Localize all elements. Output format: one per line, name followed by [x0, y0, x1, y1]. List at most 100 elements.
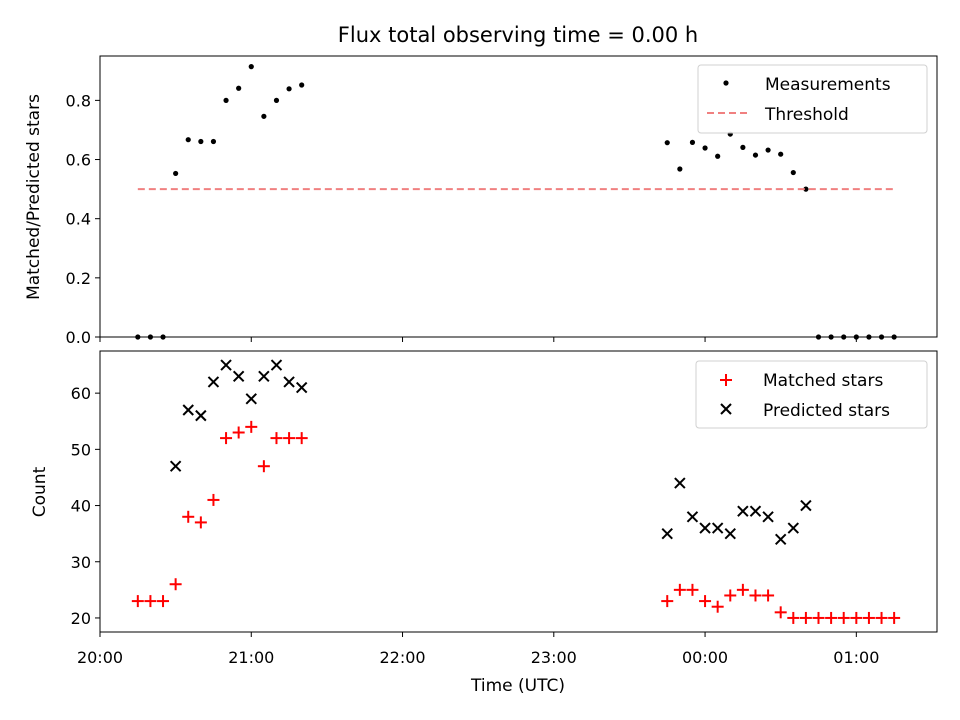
- ytick-label: 20: [71, 609, 91, 628]
- measurement-point: [261, 113, 267, 119]
- predicted-star-point: [787, 522, 800, 534]
- matched-star-point: [283, 432, 296, 445]
- matched-star-point: [774, 606, 787, 619]
- xtick-label: 20:00: [77, 648, 123, 667]
- matched-star-point: [762, 589, 775, 602]
- measurement-point: [689, 139, 696, 145]
- bottom-ylabel: Count: [30, 466, 50, 517]
- measurement-point: [702, 145, 708, 151]
- measurement-point: [803, 186, 809, 192]
- measurement-point: [752, 152, 759, 158]
- xtick-label: 22:00: [379, 648, 425, 667]
- measurement-point: [185, 137, 191, 143]
- predicted-star-point: [232, 370, 245, 382]
- predicted-star-point: [737, 505, 749, 517]
- predicted-star-point: [800, 499, 812, 512]
- xtick-label: 00:00: [682, 648, 728, 667]
- ytick-label: 0.8: [66, 91, 91, 110]
- bottom-xlabel: Time (UTC): [470, 676, 565, 696]
- matched-star-point: [220, 432, 233, 445]
- matched-star-point: [270, 432, 283, 445]
- legend-measurements-label: Measurements: [765, 75, 891, 95]
- bottom-legend-box: [695, 360, 928, 429]
- matched-star-point: [799, 611, 812, 624]
- measurement-point: [286, 86, 292, 92]
- matched-star-point: [724, 589, 737, 602]
- predicted-star-point: [699, 522, 711, 534]
- matched-star-point: [144, 595, 157, 608]
- bottom-legend: Matched stars Predicted stars: [695, 360, 928, 429]
- legend-measurements-marker: [723, 80, 729, 86]
- matched-star-point: [245, 420, 258, 433]
- matched-star-point: [295, 432, 308, 445]
- top-legend-box: [697, 64, 928, 134]
- measurement-point: [299, 82, 305, 88]
- ytick-label: 0.6: [66, 151, 91, 170]
- matched-star-point: [862, 611, 875, 624]
- matched-star-point: [661, 595, 674, 608]
- predicted-star-point: [182, 404, 194, 416]
- legend-matched-marker: [720, 374, 732, 386]
- measurement-point: [790, 169, 796, 176]
- measurement-point: [765, 147, 771, 153]
- measurement-point: [273, 97, 280, 103]
- predicted-star-point: [270, 359, 283, 371]
- matched-star-point: [232, 426, 245, 439]
- predicted-star-point: [774, 533, 787, 545]
- matched-star-point: [850, 611, 863, 624]
- matched-star-point: [673, 583, 686, 596]
- ytick-label: 30: [71, 553, 91, 572]
- measurement-point: [677, 166, 683, 172]
- measurement-point: [740, 144, 746, 150]
- legend-threshold-label: Threshold: [764, 105, 849, 125]
- measurement-point: [223, 97, 229, 103]
- xtick-label: 23:00: [531, 648, 577, 667]
- matched-star-point: [888, 611, 901, 624]
- matched-star-point: [875, 611, 888, 624]
- ytick-label: 0.2: [66, 269, 91, 288]
- matched-star-point: [194, 516, 207, 529]
- matched-star-point: [711, 600, 724, 613]
- ytick-label: 40: [71, 497, 91, 516]
- measurement-point: [236, 85, 242, 91]
- predicted-star-point: [245, 393, 257, 405]
- ytick-label: 50: [71, 440, 91, 459]
- predicted-star-point: [686, 511, 699, 523]
- measurement-point: [173, 170, 179, 177]
- matched-star-point: [257, 460, 270, 473]
- predicted-star-point: [283, 376, 295, 388]
- predicted-star-point: [762, 511, 774, 523]
- predicted-star-point: [195, 409, 207, 422]
- predicted-star-point: [295, 381, 308, 394]
- top-axes-frame: [99, 55, 938, 338]
- legend-matched-label: Matched stars: [763, 371, 883, 391]
- top-ylabel: Matched/Predicted stars: [24, 94, 44, 300]
- matched-star-point: [182, 510, 195, 523]
- matched-star-point: [837, 611, 850, 624]
- legend-predicted-marker: [720, 403, 732, 415]
- predicted-star-point: [220, 359, 232, 371]
- matched-star-point: [686, 583, 699, 596]
- matched-star-point: [699, 595, 712, 608]
- measurement-point: [664, 140, 670, 146]
- matched-star-point: [736, 583, 749, 596]
- predicted-star-point: [724, 527, 736, 540]
- predicted-star-point: [674, 477, 686, 489]
- matched-star-point: [131, 595, 144, 608]
- predicted-star-point: [661, 527, 673, 540]
- matched-star-point: [787, 611, 800, 624]
- xtick-label: 01:00: [833, 648, 879, 667]
- matched-star-point: [825, 611, 838, 624]
- measurement-point: [715, 153, 721, 159]
- chart-title: Flux total observing time = 0.00 h: [338, 23, 698, 47]
- predicted-star-point: [258, 370, 270, 382]
- predicted-star-point: [749, 505, 762, 517]
- measurement-point: [198, 138, 204, 145]
- predicted-star-point: [711, 522, 724, 534]
- matched-star-point: [207, 493, 220, 506]
- matched-star-point: [749, 589, 762, 602]
- ytick-label: 0.0: [66, 328, 91, 347]
- ytick-label: 60: [71, 384, 91, 403]
- legend-predicted-label: Predicted stars: [763, 401, 890, 421]
